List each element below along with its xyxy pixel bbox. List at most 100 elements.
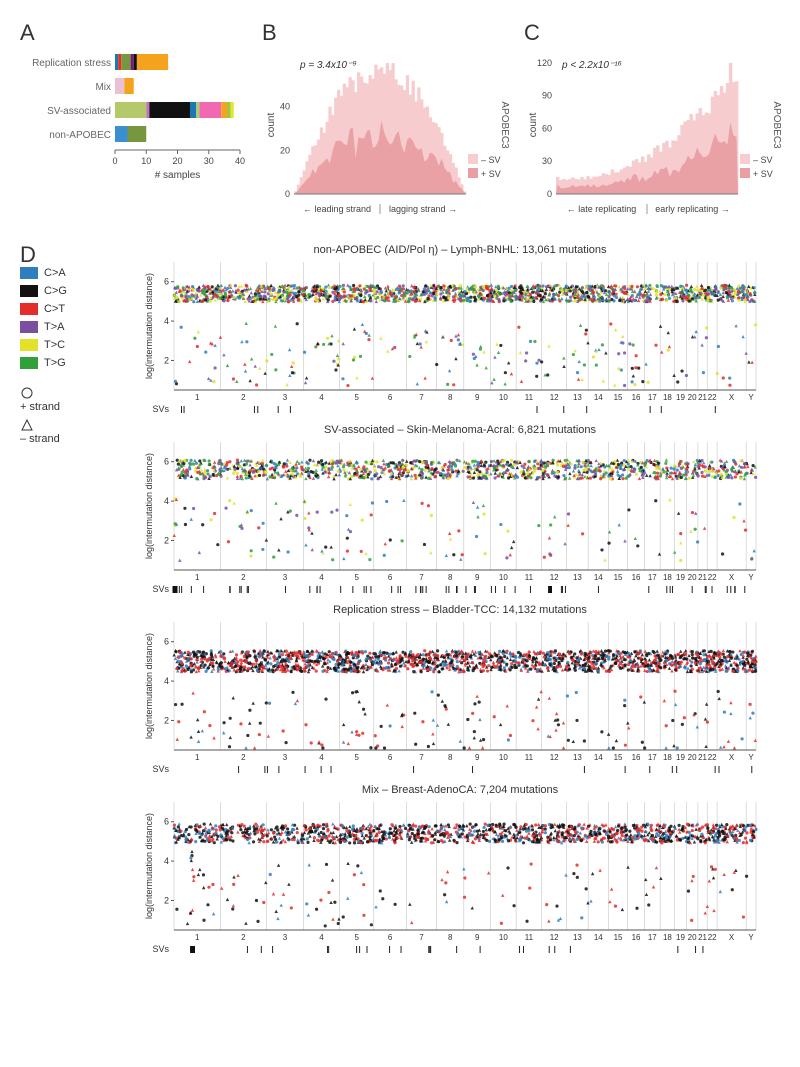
legend-item: C>G xyxy=(20,284,130,298)
svg-text:21: 21 xyxy=(698,393,707,402)
svg-text:2: 2 xyxy=(241,393,246,402)
svg-text:5: 5 xyxy=(354,573,359,582)
svg-text:14: 14 xyxy=(594,753,603,762)
rainfall-plot: 246log(intermutation distance)1234567891… xyxy=(140,438,760,598)
svg-text:p = 3.4x10⁻⁹: p = 3.4x10⁻⁹ xyxy=(299,60,357,71)
svg-text:12: 12 xyxy=(550,573,559,582)
svg-text:4: 4 xyxy=(319,573,324,582)
svg-text:11: 11 xyxy=(525,393,534,402)
svg-text:21: 21 xyxy=(698,573,707,582)
svg-text:lagging strand →: lagging strand → xyxy=(389,204,457,214)
svg-text:13: 13 xyxy=(573,573,582,582)
svg-text:10: 10 xyxy=(499,393,508,402)
panel-c-svg: 0306090120count← late replicatingearly r… xyxy=(524,50,784,220)
svg-text:Y: Y xyxy=(748,753,754,762)
svg-text:4: 4 xyxy=(319,393,324,402)
svg-text:12: 12 xyxy=(550,393,559,402)
panel-a-svg: Replication stress Mix SV-associated non-AP… xyxy=(20,50,250,190)
panel-a: A Replication stressMixSV-associatednon-… xyxy=(20,20,250,220)
svg-text:9: 9 xyxy=(475,573,480,582)
rainfall-plot: 246log(intermutation distance)1234567891… xyxy=(140,618,760,778)
svg-text:SVs: SVs xyxy=(152,584,169,594)
svg-text:22: 22 xyxy=(708,753,717,762)
svg-text:21: 21 xyxy=(698,753,707,762)
svg-text:20: 20 xyxy=(280,145,290,155)
panel-b: B 02040count← leading strandlagging stra… xyxy=(262,20,512,220)
svg-text:9: 9 xyxy=(475,393,480,402)
svg-text:20: 20 xyxy=(688,573,697,582)
rainfall-plot: 246log(intermutation distance)1234567891… xyxy=(140,258,760,418)
svg-text:30: 30 xyxy=(204,156,214,166)
svg-text:Replication stress: Replication stress xyxy=(32,58,111,69)
panel-b-label: B xyxy=(262,20,512,46)
svg-text:count: count xyxy=(266,113,277,138)
svg-text:22: 22 xyxy=(708,573,717,582)
svg-text:19: 19 xyxy=(676,753,685,762)
svg-text:120: 120 xyxy=(537,58,552,68)
svg-text:5: 5 xyxy=(354,753,359,762)
svg-text:APOBEC3: APOBEC3 xyxy=(499,101,510,149)
svg-text:X: X xyxy=(729,393,735,402)
legend-item: T>G xyxy=(20,356,130,370)
svg-text:← late replicating: ← late replicating xyxy=(567,204,637,214)
svg-text:4: 4 xyxy=(164,496,169,506)
svg-text:17: 17 xyxy=(648,753,657,762)
svg-text:10: 10 xyxy=(499,753,508,762)
svg-text:3: 3 xyxy=(283,573,288,582)
svg-text:7: 7 xyxy=(419,393,424,402)
svg-text:19: 19 xyxy=(676,393,685,402)
panel-d-legend: D C>AC>GC>TT>AT>CT>G + strand – strand xyxy=(20,238,130,958)
svg-text:Mix: Mix xyxy=(95,82,111,93)
svg-text:count: count xyxy=(528,113,539,138)
legend-item: T>A xyxy=(20,320,130,334)
svg-text:8: 8 xyxy=(448,573,453,582)
svg-text:13: 13 xyxy=(573,393,582,402)
svg-text:2: 2 xyxy=(164,355,169,365)
svg-text:log(intermutation distance): log(intermutation distance) xyxy=(144,633,154,739)
svg-text:20: 20 xyxy=(688,393,697,402)
svg-text:APOBEC3: APOBEC3 xyxy=(771,101,782,149)
svg-text:15: 15 xyxy=(614,393,623,402)
panel-d: D C>AC>GC>TT>AT>CT>G + strand – strand n… xyxy=(20,238,780,958)
svg-text:SV-associated: SV-associated xyxy=(47,106,111,117)
svg-text:13: 13 xyxy=(573,753,582,762)
svg-text:1: 1 xyxy=(195,393,200,402)
svg-text:3: 3 xyxy=(283,753,288,762)
svg-text:17: 17 xyxy=(648,573,657,582)
svg-text:11: 11 xyxy=(525,753,534,762)
svg-text:60: 60 xyxy=(542,123,552,133)
panel-c-label: C xyxy=(524,20,784,46)
rainfall-container: non-APOBEC (AID/Pol η) – Lymph-BNHL: 13,… xyxy=(140,238,780,958)
rainfall-title: Mix – Breast-AdenoCA: 7,204 mutations xyxy=(140,784,780,796)
svg-text:+ SV: + SV xyxy=(753,169,773,179)
rainfall-plot: 246log(intermutation distance)1234567891… xyxy=(140,798,760,958)
svg-text:6: 6 xyxy=(164,457,169,467)
svg-text:16: 16 xyxy=(632,393,641,402)
svg-text:40: 40 xyxy=(280,102,290,112)
svg-text:20: 20 xyxy=(172,156,182,166)
svg-text:1: 1 xyxy=(195,753,200,762)
svg-text:non-APOBEC: non-APOBEC xyxy=(49,130,111,141)
panel-b-svg: 02040count← leading strandlagging strand… xyxy=(262,50,512,220)
svg-text:12: 12 xyxy=(550,753,559,762)
svg-text:8: 8 xyxy=(448,753,453,762)
svg-text:4: 4 xyxy=(164,316,169,326)
legend-item: T>C xyxy=(20,338,130,352)
svg-text:– SV: – SV xyxy=(481,155,501,165)
svg-text:SVs: SVs xyxy=(152,404,169,414)
svg-text:Y: Y xyxy=(748,573,754,582)
svg-text:7: 7 xyxy=(419,573,424,582)
svg-text:15: 15 xyxy=(614,753,623,762)
rainfall-title: SV-associated – Skin-Melanoma-Acral: 6,8… xyxy=(140,424,780,436)
svg-text:19: 19 xyxy=(676,573,685,582)
svg-text:6: 6 xyxy=(388,573,393,582)
svg-text:+ SV: + SV xyxy=(481,169,501,179)
svg-text:14: 14 xyxy=(594,393,603,402)
svg-text:6: 6 xyxy=(164,277,169,287)
svg-text:10: 10 xyxy=(499,573,508,582)
svg-text:2: 2 xyxy=(241,753,246,762)
svg-text:4: 4 xyxy=(164,676,169,686)
svg-text:90: 90 xyxy=(542,91,552,101)
svg-text:p < 2.2x10⁻¹⁶: p < 2.2x10⁻¹⁶ xyxy=(561,60,622,71)
svg-text:# samples: # samples xyxy=(155,170,201,181)
